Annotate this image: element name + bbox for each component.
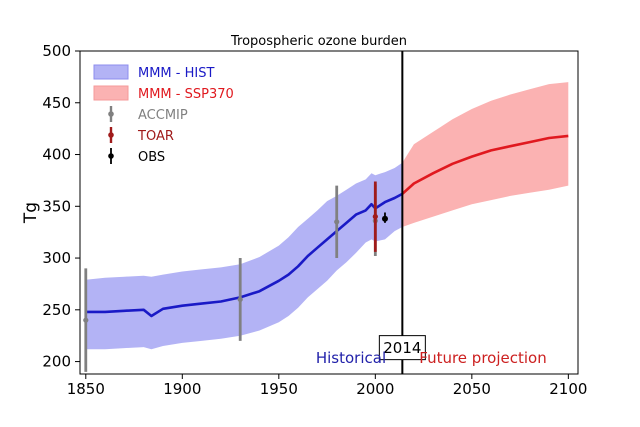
legend-swatch-point-accmip [108, 111, 114, 117]
x-tick-label-2100: 2100 [549, 380, 587, 398]
errorbars [83, 181, 388, 372]
legend-swatch-mmm-ssp370 [93, 85, 129, 101]
x-tick-label-1900: 1900 [163, 380, 201, 398]
y-tick-label-300: 300 [42, 249, 71, 267]
y-tick-label-200: 200 [42, 353, 71, 371]
legend-swatch-point-toar [108, 132, 114, 138]
chart-title: Tropospheric ozone burden [230, 34, 407, 49]
band-hist [85, 162, 403, 350]
year-2014-label: 2014 [383, 339, 421, 357]
legend-label-toar: TOAR [137, 129, 174, 144]
legend-label-mmm-ssp370: MMM - SSP370 [138, 87, 234, 102]
legend-swatch-point-obs [108, 153, 114, 159]
x-tick-label-1950: 1950 [260, 380, 298, 398]
errorbar-point-toar-2000 [372, 214, 378, 220]
band-ssp370 [402, 82, 569, 227]
legend: MMM - HIST MMM - SSP370 ACCMIP TOAR OBS [93, 64, 234, 165]
errorbar-point-obs-2005 [381, 215, 388, 222]
y-tick-label-450: 450 [42, 94, 71, 112]
x-tick-label-2050: 2050 [453, 380, 491, 398]
y-tick-label-250: 250 [42, 301, 71, 319]
line-hist [85, 192, 403, 318]
errorbar-point-accmip-1930 [237, 296, 243, 303]
future-projection-label: Future projection [419, 349, 546, 367]
uncertainty-bands [85, 82, 569, 350]
y-tick-label-500: 500 [42, 42, 71, 60]
legend-label-obs: OBS [138, 150, 165, 165]
year-2014-marker: 2014 [378, 335, 426, 361]
line-ssp370 [401, 134, 569, 195]
y-axis-label: Tg [21, 202, 41, 224]
series-lines [85, 134, 569, 318]
y-tick-label-400: 400 [42, 146, 71, 164]
y-axis: 200 250 300 350 400 450 500 [42, 42, 80, 371]
plot-frame [79, 50, 579, 375]
legend-swatch-mmm-hist [93, 64, 129, 80]
errorbar-point-accmip-1850 [83, 317, 89, 323]
x-tick-label-1850: 1850 [67, 380, 105, 398]
x-tick-label-2000: 2000 [356, 380, 394, 398]
legend-label-mmm-hist: MMM - HIST [138, 66, 214, 81]
year-2014-box [378, 335, 426, 361]
legend-label-accmip: ACCMIP [138, 108, 188, 123]
historical-label: Historical [316, 349, 386, 367]
errorbar-point-accmip-1980 [334, 219, 340, 225]
x-axis: 1850 1900 1950 2000 2050 2100 [67, 374, 587, 398]
y-tick-label-350: 350 [42, 197, 71, 215]
